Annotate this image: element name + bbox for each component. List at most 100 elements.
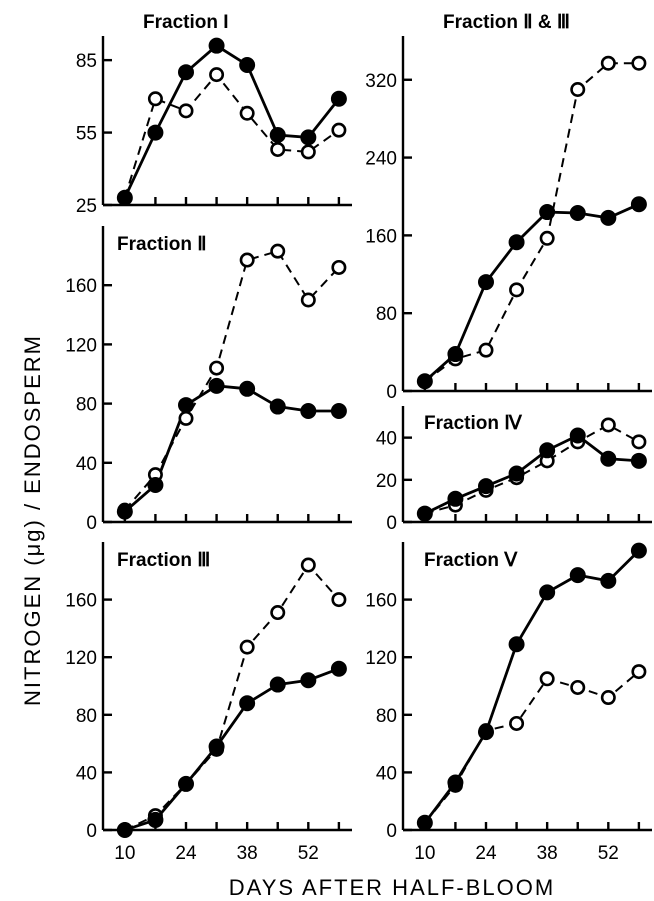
data-point-open: [209, 360, 225, 376]
panel-title: Fraction Ⅲ: [117, 550, 210, 571]
series-line-open: [124, 563, 340, 831]
data-point-open: [239, 639, 255, 655]
data-point-open: [270, 243, 286, 259]
data-point-filled: [447, 490, 464, 507]
data-point-filled: [300, 672, 317, 689]
y-tick-label: 0: [386, 513, 397, 534]
data-point-filled: [178, 775, 194, 792]
data-point-open: [331, 122, 347, 138]
data-point-open: [331, 259, 347, 275]
data-point-filled: [330, 660, 347, 677]
axes: [101, 542, 352, 832]
data-point-filled: [330, 403, 347, 419]
y-tick-label: 55: [76, 124, 97, 145]
data-point-open: [300, 557, 316, 573]
data-point-open: [300, 144, 316, 160]
x-tick-label: 52: [598, 843, 619, 864]
panel-title: Fraction Ⅳ: [424, 413, 522, 434]
data-point-filled: [447, 774, 464, 791]
y-tick-label: 120: [65, 648, 97, 669]
data-point-filled: [300, 129, 317, 146]
data-point-open: [539, 671, 555, 687]
data-point-filled: [208, 377, 225, 394]
y-tick-label: 40: [76, 454, 97, 475]
data-point-open: [331, 592, 347, 608]
y-tick-label: 40: [376, 429, 397, 450]
panel-title: Fraction I: [143, 12, 229, 33]
series-line-open: [124, 249, 340, 511]
data-point-filled: [630, 542, 647, 559]
y-tick-label: 80: [76, 706, 97, 727]
data-point-filled: [147, 477, 164, 493]
data-point-filled: [630, 452, 647, 469]
data-point-filled: [147, 124, 164, 141]
data-point-open: [631, 55, 647, 71]
x-tick-label: 38: [237, 843, 258, 864]
data-point-filled: [508, 636, 525, 653]
x-tick-label: 10: [114, 843, 135, 864]
axes: [101, 36, 352, 207]
data-point-open: [270, 141, 286, 157]
panel-title: Fraction Ⅱ & Ⅲ: [443, 12, 570, 33]
x-tick-label: 52: [298, 843, 319, 864]
data-point-filled: [569, 427, 586, 444]
x-axis-label: DAYS AFTER HALF-BLOOM: [229, 875, 555, 900]
data-point-open: [147, 91, 163, 107]
data-point-filled: [630, 196, 647, 213]
data-point-filled: [116, 822, 133, 838]
x-tick-label: 24: [175, 843, 197, 864]
data-point-filled: [447, 346, 464, 363]
data-point-open: [631, 434, 647, 450]
y-axis-label: NITROGEN (μg) / ENDOSPERM: [20, 334, 45, 706]
data-point-open: [600, 690, 616, 706]
data-point-filled: [416, 373, 433, 390]
y-tick-label: 120: [65, 335, 97, 356]
data-point-filled: [478, 724, 494, 741]
y-tick-label: 240: [365, 149, 397, 170]
data-point-filled: [269, 676, 286, 693]
data-point-open: [570, 81, 586, 97]
data-point-filled: [508, 465, 525, 482]
data-point-filled: [269, 126, 286, 143]
data-point-filled: [239, 695, 256, 712]
y-tick-label: 160: [365, 591, 397, 612]
data-point-open: [570, 679, 586, 695]
panel-6: 0 40 80 120 160 Fraction Ⅴ 10 24 38 52: [365, 542, 652, 864]
x-tick-label: 38: [537, 843, 558, 864]
data-point-filled: [208, 738, 225, 755]
data-point-filled: [208, 37, 225, 54]
data-point-filled: [178, 397, 194, 414]
y-tick-label: 160: [65, 591, 97, 612]
y-tick-label: 40: [376, 763, 397, 784]
y-tick-label: 0: [386, 382, 397, 403]
data-point-filled: [539, 584, 556, 601]
panel-3: 0 40 80 120 160 Fraction Ⅲ 10 24 38 52: [65, 542, 352, 864]
data-point-open: [239, 252, 255, 268]
data-point-open: [478, 342, 494, 358]
y-tick-label: 160: [65, 276, 97, 297]
y-tick-label: 0: [86, 513, 97, 534]
series-line-filled: [124, 667, 340, 832]
data-point-filled: [300, 403, 317, 419]
panel-1: 25 55 85 Fraction I: [76, 12, 352, 217]
y-tick-label: 160: [365, 226, 397, 247]
data-point-filled: [269, 398, 286, 415]
data-point-filled: [178, 64, 194, 81]
data-point-filled: [147, 811, 164, 828]
y-tick-label: 120: [365, 648, 397, 669]
data-point-open: [178, 103, 194, 119]
data-point-filled: [569, 567, 586, 584]
y-tick-label: 80: [376, 304, 397, 325]
data-point-filled: [600, 572, 617, 589]
y-tick-label: 40: [76, 763, 97, 784]
data-point-open: [509, 282, 525, 298]
y-tick-label: 25: [76, 196, 97, 217]
panel-2: 0 40 80 120 160 Fraction Ⅱ: [65, 226, 352, 534]
y-tick-label: 80: [376, 706, 397, 727]
data-point-open: [600, 417, 616, 433]
y-tick-label: 85: [76, 51, 97, 72]
data-point-filled: [330, 90, 347, 107]
y-tick-label: 80: [76, 395, 97, 416]
data-point-open: [600, 55, 616, 71]
